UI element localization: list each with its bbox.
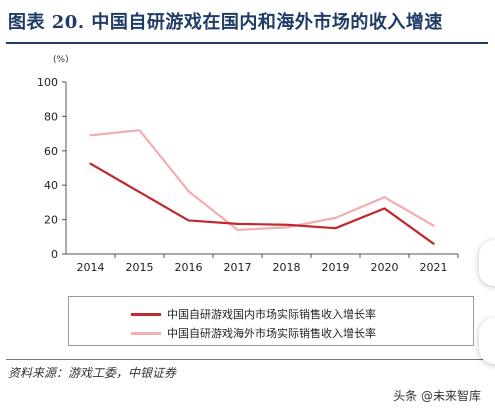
y-tick-label: 60 xyxy=(44,145,58,158)
x-tick-label: 2015 xyxy=(126,261,154,274)
series-lines xyxy=(89,129,435,245)
legend-swatch-overseas xyxy=(131,331,161,335)
series-point-overseas xyxy=(187,190,190,193)
series-point-domestic xyxy=(432,242,435,245)
x-tick-label: 2014 xyxy=(77,261,105,274)
y-tick-label: 80 xyxy=(44,110,58,123)
series-point-domestic xyxy=(285,223,288,226)
series-point-overseas xyxy=(334,217,337,219)
y-tick-label: 0 xyxy=(51,248,58,261)
series-point-overseas xyxy=(89,134,92,137)
series-point-domestic xyxy=(236,223,239,225)
x-tick-label: 2020 xyxy=(371,261,399,274)
series-point-domestic xyxy=(334,227,337,229)
y-tick-label: 100 xyxy=(37,76,58,89)
x-tick-label: 2017 xyxy=(224,261,252,274)
x-tick-label: 2016 xyxy=(175,261,203,274)
series-point-overseas xyxy=(432,224,435,227)
legend-label-overseas: 中国自研游戏海外市场实际销售收入增长率 xyxy=(167,327,376,340)
series-line-overseas xyxy=(89,129,435,232)
series-point-overseas xyxy=(236,229,239,231)
x-tick-label: 2018 xyxy=(273,261,301,274)
source-note: 资料来源：游戏工委，中银证券 xyxy=(8,366,177,380)
series-point-domestic xyxy=(383,207,386,210)
y-unit-label: (%) xyxy=(53,55,69,65)
watermark: 头条 @未来智库 xyxy=(393,389,481,403)
y-tick-label: 40 xyxy=(44,179,58,192)
legend-swatch-domestic xyxy=(131,312,161,316)
series-point-domestic xyxy=(138,191,141,193)
y-tick-label: 20 xyxy=(44,214,58,227)
figure-title: 图表 20. 中国自研游戏在国内和海外市场的收入增速 xyxy=(8,12,443,33)
side-float-button-lower[interactable] xyxy=(479,318,495,364)
line-chart: 0 20 40 60 80 100 2014 2015 2016 2017 2018 2019 202… xyxy=(37,76,459,274)
series-point-overseas xyxy=(383,196,386,199)
side-float-button-upper[interactable] xyxy=(479,240,495,286)
series-point-domestic xyxy=(187,219,190,222)
title-rule xyxy=(6,42,488,44)
chart-legend: 中国自研游戏国内市场实际销售收入增长率 中国自研游戏海外市场实际销售收入增长率 xyxy=(68,296,474,346)
series-point-domestic xyxy=(89,162,92,165)
legend-item-overseas: 中国自研游戏海外市场实际销售收入增长率 xyxy=(131,325,376,341)
series-point-overseas xyxy=(285,226,288,229)
y-tick-labels: 0 20 40 60 80 100 xyxy=(37,76,66,261)
x-tick-label: 2019 xyxy=(322,261,350,274)
legend-label-domestic: 中国自研游戏国内市场实际销售收入增长率 xyxy=(167,308,376,321)
legend-item-domestic: 中国自研游戏国内市场实际销售收入增长率 xyxy=(131,306,376,322)
series-point-overseas xyxy=(138,129,141,131)
x-tick-label: 2021 xyxy=(420,261,448,274)
x-tick-labels: 2014 2015 2016 2017 2018 2019 2020 2021 xyxy=(77,254,459,274)
series-line-domestic xyxy=(89,162,435,245)
source-rule xyxy=(6,359,488,360)
